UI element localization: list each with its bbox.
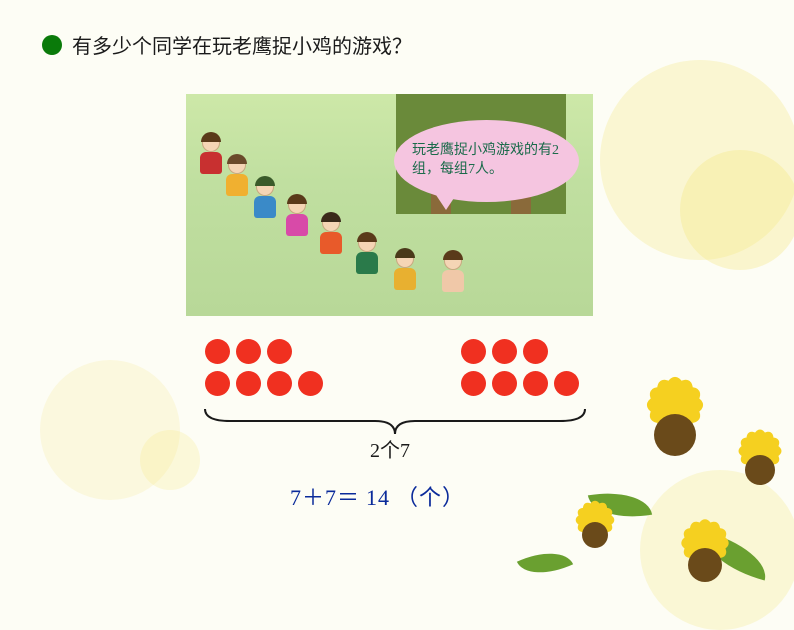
dot xyxy=(267,339,292,364)
dot-group-2-row-2 xyxy=(461,371,579,396)
sunflower-icon xyxy=(660,520,750,610)
dot-group-1-row-2 xyxy=(205,371,323,396)
sunflower-icon xyxy=(620,380,730,490)
question-text: 有多少个同学在玩老鹰捉小鸡的游戏？ xyxy=(72,30,412,59)
kid xyxy=(390,250,420,292)
dot xyxy=(492,371,517,396)
speech-text: 玩老鹰捉小鸡游戏的有2组，每组7人。 xyxy=(412,142,561,180)
kid xyxy=(222,156,252,198)
dot xyxy=(492,339,517,364)
bg-circle xyxy=(140,430,200,490)
kid xyxy=(282,196,312,238)
sunflower-icon xyxy=(560,500,630,570)
dot xyxy=(554,371,579,396)
equation: 7＋7＝14（个） xyxy=(290,480,465,512)
dot xyxy=(236,371,261,396)
bullet-icon xyxy=(42,35,62,55)
dot-group-2-row-1 xyxy=(461,339,548,364)
kid xyxy=(352,234,382,276)
brace-label: 2个7 xyxy=(370,434,410,463)
dot xyxy=(267,371,292,396)
dot xyxy=(523,339,548,364)
sunflower-icon xyxy=(720,430,794,510)
dot xyxy=(461,371,486,396)
brace xyxy=(200,406,590,436)
dot xyxy=(236,339,261,364)
illustration: 玩老鹰捉小鸡游戏的有2组，每组7人。 xyxy=(186,94,593,316)
dot xyxy=(298,371,323,396)
kid xyxy=(438,252,468,294)
kid xyxy=(250,178,280,220)
bg-circle xyxy=(680,150,794,270)
speech-bubble: 玩老鹰捉小鸡游戏的有2组，每组7人。 xyxy=(394,120,579,202)
question-row: 有多少个同学在玩老鹰捉小鸡的游戏？ xyxy=(42,30,412,59)
equation-unit: （个） xyxy=(396,485,465,510)
equation-lhs: 7＋7＝ xyxy=(290,485,360,510)
dot xyxy=(523,371,548,396)
dot xyxy=(205,371,230,396)
equation-result: 14 xyxy=(366,485,390,510)
dot xyxy=(461,339,486,364)
dot xyxy=(205,339,230,364)
dot-group-1-row-1 xyxy=(205,339,292,364)
kid xyxy=(316,214,346,256)
